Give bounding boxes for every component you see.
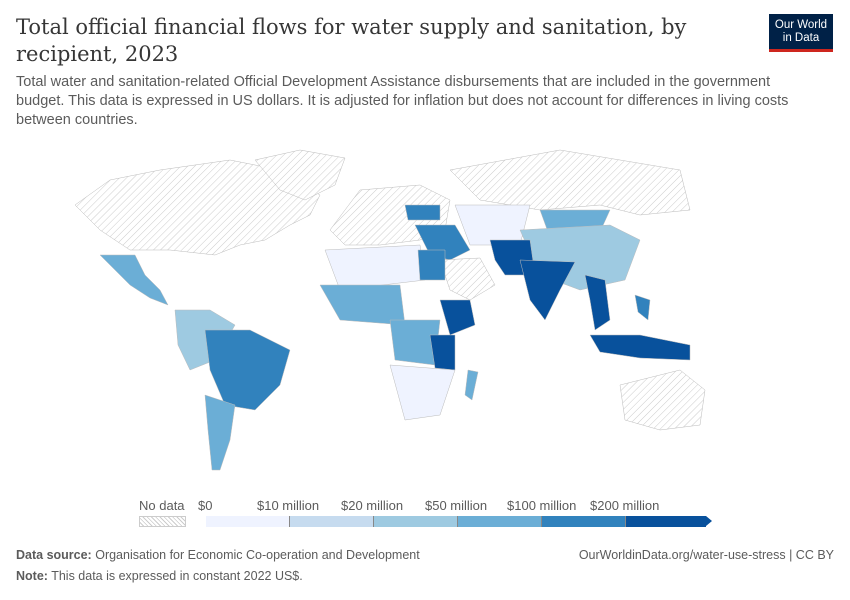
source-url-link[interactable]: OurWorldinData.org/water-use-stress | CC… <box>578 548 834 562</box>
legend-label-100m: $100 million <box>507 498 577 513</box>
legend-bin-10m-20m[interactable] <box>290 516 374 527</box>
legend-label-200m: $200 million <box>590 498 660 513</box>
region-australia[interactable] <box>619 369 706 431</box>
note: Note: This data is expressed in constant… <box>16 569 303 583</box>
region-russia[interactable] <box>449 149 691 216</box>
legend-label-10m: $10 million <box>257 498 320 513</box>
region-egypt[interactable] <box>417 249 446 281</box>
region-indonesia[interactable] <box>589 334 691 361</box>
legend-swatch-no-data <box>139 516 186 527</box>
legend-label-no-data: No data <box>139 498 185 513</box>
region-ukraine[interactable] <box>404 204 441 221</box>
source-label: Data source: <box>16 548 92 562</box>
legend-label-0: $0 <box>198 498 213 513</box>
data-source: Data source: Organisation for Economic C… <box>16 548 420 562</box>
region-brazil[interactable] <box>204 329 291 411</box>
note-text: This data is expressed in constant 2022 … <box>51 569 303 583</box>
region-arabia[interactable] <box>439 257 496 301</box>
region-mexico[interactable] <box>99 254 169 306</box>
region-north-america[interactable] <box>74 159 321 256</box>
region-greenland[interactable] <box>254 149 346 201</box>
legend-bin-200m-plus[interactable] <box>626 516 706 527</box>
region-argentina[interactable] <box>204 394 236 471</box>
chart-title: Total official financial flows for water… <box>16 15 687 66</box>
owid-logo[interactable]: Our World in Data <box>769 14 833 52</box>
region-north-africa[interactable] <box>324 244 426 291</box>
region-west-africa[interactable] <box>319 284 406 326</box>
region-india[interactable] <box>519 259 576 321</box>
region-madagascar[interactable] <box>464 369 479 401</box>
legend-bin-50m-100m[interactable] <box>458 516 542 527</box>
region-philippines[interactable] <box>634 294 651 321</box>
map-legend: No data $0 $10 million $20 million $50 m… <box>0 495 850 535</box>
world-map[interactable] <box>0 140 850 490</box>
legend-label-20m: $20 million <box>341 498 404 513</box>
region-ethiopia[interactable] <box>439 299 476 336</box>
source-text[interactable]: Organisation for Economic Co-operation a… <box>95 548 420 562</box>
legend-label-50m: $50 million <box>425 498 488 513</box>
legend-arrow-icon <box>706 516 712 526</box>
chart-subtitle: Total water and sanitation-related Offic… <box>16 74 789 128</box>
legend-bin-100m-200m[interactable] <box>542 516 626 527</box>
note-label: Note: <box>16 569 48 583</box>
legend-bin-20m-50m[interactable] <box>374 516 458 527</box>
region-southeast-asia[interactable] <box>584 274 611 331</box>
region-central-asia[interactable] <box>454 204 531 246</box>
legend-bin-0-10m[interactable] <box>206 516 290 527</box>
region-southern-africa[interactable] <box>389 364 456 421</box>
